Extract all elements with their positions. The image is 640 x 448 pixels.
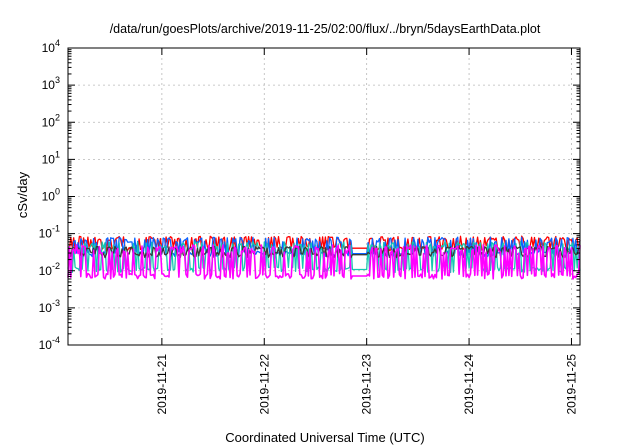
y-tick-label: 10-4 [39, 335, 60, 352]
y-tick-label: 10-1 [39, 224, 60, 241]
x-axis-label: Coordinated Universal Time (UTC) [225, 430, 424, 445]
y-tick-label: 10-3 [39, 298, 60, 315]
y-tick-label: 103 [42, 75, 60, 92]
series-line [67, 244, 581, 280]
y-tick-label: 102 [42, 112, 60, 129]
chart-title: /data/run/goesPlots/archive/2019-11-25/0… [110, 22, 541, 36]
x-tick-label: 2019-11-22 [257, 354, 271, 415]
y-axis-label: cSv/day [15, 171, 30, 218]
y-tick-label: 104 [42, 38, 60, 55]
x-axis: 2019-11-21 2019-11-22 2019-11-23 2019-11-24… [155, 48, 578, 415]
y-tick-label: 100 [42, 187, 60, 204]
y-tick-label: 10-2 [39, 261, 60, 278]
y-axis: 10-4 10-3 10-2 10-1 100 101 102 103 104 [39, 38, 580, 352]
series-layer [67, 235, 581, 280]
x-tick-label: 2019-11-25 [564, 354, 578, 415]
x-tick-label: 2019-11-23 [360, 354, 374, 415]
series-line [67, 241, 581, 274]
x-tick-label: 2019-11-24 [462, 354, 476, 415]
grid [68, 48, 580, 345]
x-tick-label: 2019-11-21 [155, 354, 169, 415]
y-tick-label: 101 [42, 149, 60, 166]
